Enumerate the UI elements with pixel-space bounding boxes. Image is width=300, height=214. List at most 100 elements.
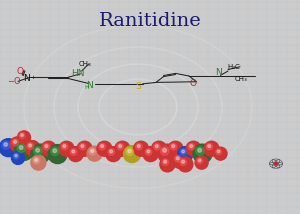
Ellipse shape (182, 150, 185, 153)
Ellipse shape (34, 147, 42, 155)
Ellipse shape (178, 147, 193, 162)
Ellipse shape (197, 158, 203, 164)
Ellipse shape (162, 159, 169, 166)
Text: S: S (135, 82, 141, 91)
Text: HN: HN (71, 69, 84, 78)
Ellipse shape (143, 147, 158, 162)
Text: O: O (189, 79, 197, 88)
Text: H₃C: H₃C (227, 64, 240, 70)
Ellipse shape (43, 143, 50, 150)
Ellipse shape (97, 141, 112, 156)
Ellipse shape (10, 137, 25, 152)
Ellipse shape (180, 159, 187, 166)
Ellipse shape (17, 144, 26, 153)
Ellipse shape (27, 143, 34, 149)
Ellipse shape (4, 143, 8, 146)
Ellipse shape (196, 147, 204, 155)
Ellipse shape (163, 149, 167, 152)
Text: O: O (17, 67, 24, 76)
Circle shape (275, 163, 277, 165)
Ellipse shape (168, 141, 183, 156)
Ellipse shape (59, 141, 74, 156)
Ellipse shape (193, 144, 212, 163)
Text: Ranitidine: Ranitidine (99, 12, 201, 30)
Ellipse shape (188, 143, 195, 150)
Ellipse shape (119, 145, 122, 148)
Ellipse shape (33, 157, 40, 164)
Ellipse shape (19, 133, 25, 138)
Ellipse shape (17, 131, 31, 144)
Ellipse shape (87, 146, 102, 161)
Ellipse shape (12, 139, 19, 146)
Ellipse shape (79, 143, 86, 150)
Ellipse shape (48, 145, 67, 163)
Ellipse shape (137, 145, 140, 148)
Ellipse shape (136, 143, 142, 150)
Ellipse shape (198, 149, 202, 152)
Ellipse shape (77, 141, 92, 156)
Ellipse shape (160, 147, 169, 155)
Ellipse shape (108, 149, 115, 155)
Ellipse shape (182, 160, 185, 163)
Ellipse shape (110, 150, 113, 153)
Ellipse shape (190, 145, 193, 148)
Ellipse shape (106, 147, 121, 162)
Text: H: H (85, 85, 89, 91)
Ellipse shape (31, 144, 50, 163)
Ellipse shape (172, 153, 188, 168)
Ellipse shape (11, 152, 25, 164)
Ellipse shape (29, 144, 32, 147)
Ellipse shape (21, 134, 23, 136)
Ellipse shape (41, 141, 56, 156)
Ellipse shape (172, 145, 175, 148)
Ellipse shape (72, 150, 75, 153)
Ellipse shape (36, 149, 40, 152)
Ellipse shape (147, 150, 150, 153)
Ellipse shape (14, 141, 34, 160)
Ellipse shape (124, 146, 140, 163)
Ellipse shape (45, 145, 48, 148)
Ellipse shape (25, 141, 40, 156)
Ellipse shape (175, 155, 181, 162)
Ellipse shape (117, 143, 124, 150)
Ellipse shape (14, 140, 17, 143)
Ellipse shape (53, 149, 57, 153)
Ellipse shape (101, 145, 104, 148)
Ellipse shape (198, 159, 201, 162)
Ellipse shape (126, 148, 134, 156)
Ellipse shape (206, 143, 213, 150)
Ellipse shape (214, 147, 227, 160)
Ellipse shape (164, 160, 167, 163)
Ellipse shape (204, 141, 219, 156)
Ellipse shape (160, 157, 175, 172)
Text: −O: −O (7, 77, 20, 86)
Ellipse shape (13, 153, 19, 159)
Ellipse shape (31, 155, 46, 170)
Text: CH₃: CH₃ (79, 61, 92, 67)
Ellipse shape (155, 145, 158, 148)
Text: +: + (30, 75, 35, 80)
Ellipse shape (216, 149, 222, 155)
Ellipse shape (89, 148, 96, 155)
Ellipse shape (152, 141, 166, 156)
Ellipse shape (128, 149, 131, 153)
Ellipse shape (63, 145, 66, 148)
Ellipse shape (99, 143, 106, 150)
Ellipse shape (81, 145, 84, 148)
Ellipse shape (176, 157, 179, 160)
Ellipse shape (35, 159, 38, 162)
Ellipse shape (70, 149, 77, 155)
Ellipse shape (19, 146, 23, 149)
Text: N: N (216, 68, 222, 77)
Text: N: N (86, 81, 93, 90)
Ellipse shape (186, 141, 201, 156)
Ellipse shape (115, 141, 130, 156)
Ellipse shape (145, 149, 152, 155)
Ellipse shape (154, 143, 160, 150)
Ellipse shape (0, 139, 17, 157)
Ellipse shape (217, 150, 220, 153)
Ellipse shape (178, 157, 193, 172)
Ellipse shape (61, 143, 68, 150)
Ellipse shape (68, 147, 83, 162)
Ellipse shape (208, 145, 211, 148)
